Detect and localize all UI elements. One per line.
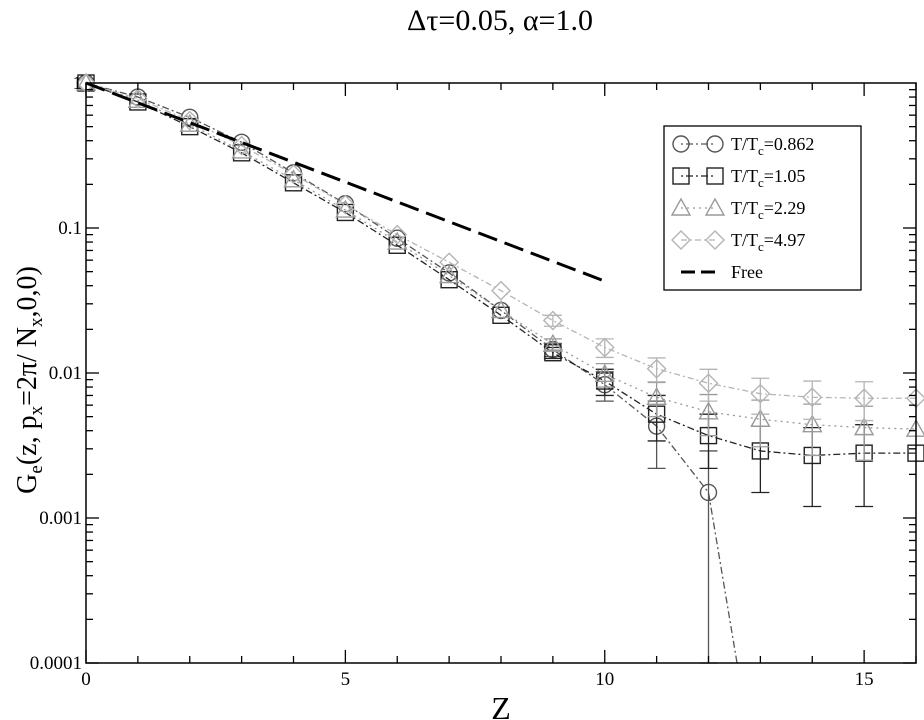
legend-marker [704,197,726,216]
x-tick-label: 5 [341,669,351,690]
data-point [388,236,406,254]
y-axis-label: Ge(z, px=2π/ Nx,0,0) [12,266,47,494]
legend-label: T/Tc=0.862 [731,134,814,158]
data-point [283,164,304,185]
y-axis-label-part2: (z, p [12,415,43,465]
series-0 [77,74,738,664]
y-tick-label: 0.1 [58,218,82,239]
y-axis: 0.0001 0.001 0.01 0.1 1 [30,73,916,674]
x-tick-label: 10 [595,669,614,690]
y-tick-label: 0.0001 [30,653,82,674]
y-tick-label: 0.01 [49,363,82,384]
legend-marker [705,230,725,250]
data-point [231,135,252,156]
plot-area [75,72,924,664]
legend-marker [706,135,724,153]
series-3 [76,73,924,422]
data-point [594,337,615,358]
data-point [542,310,563,331]
legend-box [663,125,862,291]
y-axis-label-sub-e: e [26,465,47,473]
x-tick-label: 15 [855,669,874,690]
data-point [127,88,148,109]
series-4 [85,81,606,283]
legend-marker [670,197,692,216]
data-point [232,144,251,162]
data-point [179,110,200,131]
x-axis-label: Z [491,690,511,720]
data-point [854,388,875,409]
y-axis-label-part3: =2π/ N [12,327,43,406]
data-point [336,203,355,222]
y-tick-label: 1 [73,73,83,94]
series-line [85,82,738,664]
data-point [438,265,460,284]
data-point [439,252,460,273]
legend-label: T/Tc=2.29 [731,198,805,222]
data-point [542,333,564,352]
legend-marker [672,167,690,185]
chart-title: Δτ=0.05, α=1.0 [407,4,593,37]
data-point [387,231,408,250]
legend-marker [672,135,690,153]
y-axis-label-part4: ,0,0) [12,266,43,317]
data-point [802,387,823,408]
legend-marker [671,230,691,250]
data-point [491,280,511,301]
data-point [802,414,823,433]
y-tick-label: 0.001 [39,508,82,529]
free-line [85,81,606,283]
x-axis: 0 5 10 15 [81,83,917,690]
data-point [129,93,147,111]
data-point [698,373,719,394]
legend: T/Tc=0.862 T/Tc=1.05 T/Tc=2.29 T/Tc=4.97 Fre… [663,125,862,291]
data-point [853,417,875,436]
legend-label: T/Tc=4.97 [731,230,805,254]
data-point [698,401,719,420]
data-point [335,194,356,215]
series-line [85,82,917,430]
legend-label: T/Tc=1.05 [731,166,805,190]
series-line [85,82,916,399]
data-point [387,224,408,245]
y-axis-label-sub-x2: x [26,317,47,327]
data-point [750,383,771,404]
series-line [85,82,916,457]
y-axis-label-sub-x1: x [26,405,47,415]
data-point [594,363,615,382]
data-point [750,408,771,427]
data-point [646,386,667,405]
y-axis-label-main: G [12,474,43,494]
x-tick-label: 0 [81,669,91,690]
legend-label: Free [731,262,763,282]
legend-marker [706,167,724,185]
data-point [490,300,512,319]
data-point [699,483,718,502]
data-point [646,358,667,379]
